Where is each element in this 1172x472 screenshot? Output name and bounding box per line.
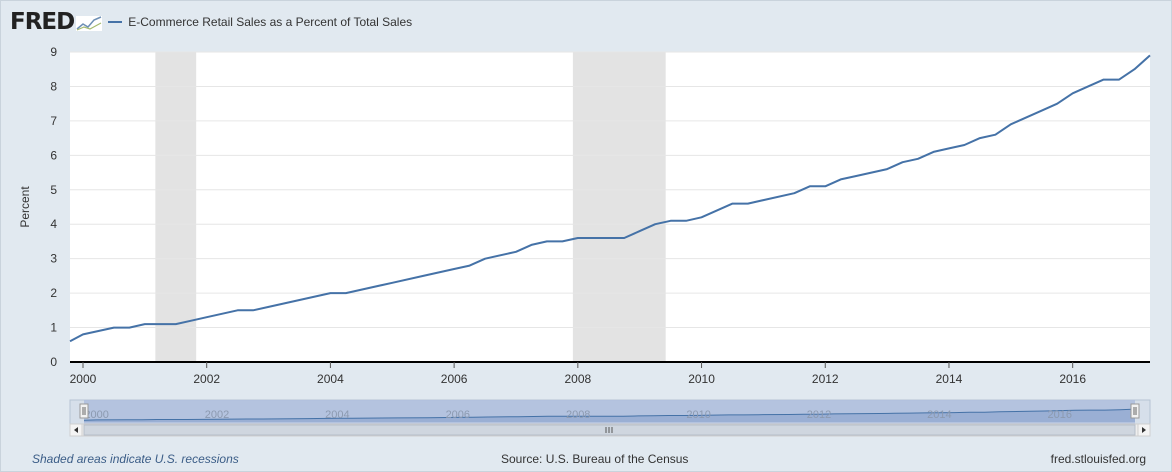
navigator-handle[interactable]	[79, 403, 89, 419]
y-tick-label: 9	[50, 45, 57, 59]
x-tick-label: 2004	[317, 372, 344, 386]
source-text: Source: U.S. Bureau of the Census	[501, 452, 689, 466]
y-tick-label: 8	[50, 79, 57, 93]
x-tick-label: 2006	[441, 372, 468, 386]
arrow-left-icon	[74, 427, 78, 433]
x-tick-label: 2002	[193, 372, 220, 386]
x-tick-label: 2008	[564, 372, 591, 386]
navigator-tick-label: 2014	[927, 409, 951, 421]
y-tick-label: 7	[50, 114, 57, 128]
site-link[interactable]: fred.stlouisfed.org	[1050, 452, 1146, 466]
navigator-handle[interactable]	[1130, 403, 1140, 419]
arrow-right-icon	[1142, 427, 1146, 433]
navigator-tick-label: 2012	[807, 409, 831, 421]
y-tick-label: 1	[50, 321, 57, 335]
x-tick-label: 2016	[1059, 372, 1086, 386]
x-tick-label: 2012	[812, 372, 839, 386]
legend-swatch	[108, 21, 123, 23]
recession-band	[572, 52, 666, 362]
series-legend[interactable]: E-Commerce Retail Sales as a Percent of …	[108, 15, 412, 29]
navigator-tick-label: 2000	[84, 409, 108, 421]
x-tick-label: 2000	[70, 372, 97, 386]
legend-label: E-Commerce Retail Sales as a Percent of …	[128, 15, 413, 29]
y-axis-title: Percent	[18, 186, 32, 228]
navigator-tick-label: 2008	[566, 409, 590, 421]
trend-line-icon	[76, 16, 103, 31]
y-tick-label: 3	[50, 252, 57, 266]
navigator-line	[83, 408, 1136, 421]
fred-logo[interactable]: FRED	[10, 9, 75, 35]
x-tick-label: 2014	[936, 372, 963, 386]
y-tick-label: 5	[50, 183, 57, 197]
recession-note: Shaded areas indicate U.S. recessions	[32, 452, 239, 466]
y-tick-label: 0	[50, 355, 57, 369]
recession-band	[155, 52, 197, 362]
y-tick-label: 4	[50, 217, 57, 231]
range-navigator[interactable]: 2000 2002 2004 2006 2008 2010 2012 2014 2016	[69, 399, 1151, 437]
x-tick-label: 2010	[688, 372, 715, 386]
series-line	[69, 54, 1151, 343]
navigator-tick-label: 2006	[446, 409, 470, 421]
navigator-tick-label: 2004	[325, 409, 349, 421]
y-tick-label: 2	[50, 286, 57, 300]
y-tick-label: 6	[50, 148, 57, 162]
chart-header: FRED E-Commerce Retail Sales as a Percen…	[10, 8, 412, 36]
navigator-tick-label: 2016	[1048, 409, 1072, 421]
navigator-tick-label: 2002	[205, 409, 229, 421]
navigator-tick-label: 2010	[686, 409, 710, 421]
